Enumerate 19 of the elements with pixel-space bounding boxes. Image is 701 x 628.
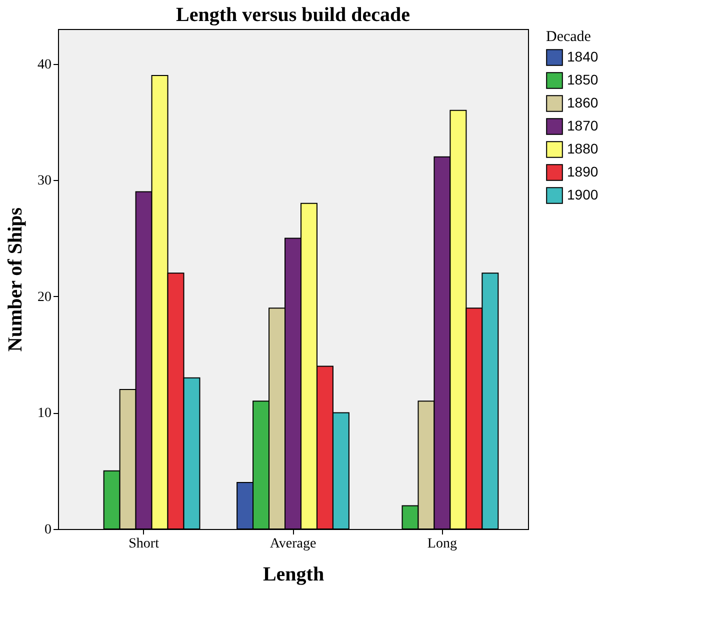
chart-title: Length versus build decade: [176, 4, 410, 26]
legend-label: 1870: [567, 118, 598, 134]
y-tick-label: 20: [38, 290, 52, 305]
y-tick-label: 30: [38, 174, 52, 189]
y-tick-label: 10: [38, 406, 52, 422]
legend-label: 1900: [567, 186, 598, 202]
x-tick-label: Long: [427, 536, 457, 552]
legend-label: 1850: [567, 72, 598, 88]
x-axis-title: Length: [262, 564, 324, 586]
legend-label: 1890: [567, 164, 598, 180]
x-tick-label: Average: [270, 536, 316, 552]
y-tick-label: 0: [44, 522, 52, 538]
legend-label: 1860: [567, 94, 598, 110]
legend-label: 1880: [567, 140, 598, 156]
y-tick-label: 40: [38, 57, 52, 72]
y-axis-title: Number of Ships: [4, 207, 26, 352]
legend-label: 1840: [567, 48, 598, 64]
x-tick-label: Short: [128, 536, 160, 552]
legend-title: Decade: [546, 29, 592, 45]
